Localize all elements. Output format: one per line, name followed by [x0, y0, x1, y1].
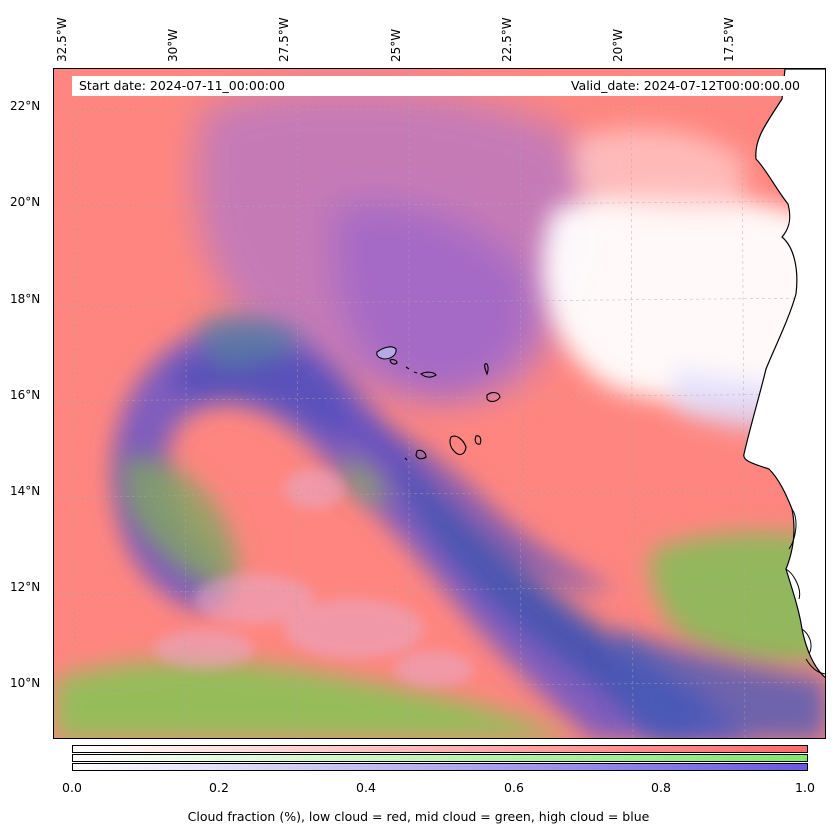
lon-label-25w: 25°W: [389, 28, 403, 62]
cape-verde-islands: [376, 346, 501, 461]
colorbar-tick-0-4: 0.4: [356, 780, 376, 795]
graticule: [54, 69, 825, 738]
lon-label-17-5w: 17.5°W: [722, 17, 736, 62]
lon-label-27-5w: 27.5°W: [277, 17, 291, 62]
cloud-fraction-map: [53, 68, 826, 739]
clear-sky-region: [542, 128, 825, 411]
colorbar-high-blue: [72, 763, 808, 771]
start-date-label: Start date: 2024-07-11_00:00:00: [79, 78, 285, 93]
colorbar: [72, 745, 808, 772]
lat-label-22n: 22°N: [10, 99, 41, 113]
mid-cloud-patches: [54, 315, 825, 738]
lat-label-18n: 18°N: [10, 292, 41, 306]
africa-land: [743, 69, 825, 679]
lon-label-20w: 20°W: [611, 28, 625, 62]
lon-label-22-5w: 22.5°W: [500, 17, 514, 62]
guinea-coast-detail: [785, 508, 825, 675]
date-info-bar: [72, 76, 808, 96]
colorbar-tick-0-6: 0.6: [504, 780, 524, 795]
colorbar-tick-0-8: 0.8: [651, 780, 671, 795]
lat-label-10n: 10°N: [10, 676, 41, 690]
colorbar-label: Cloud fraction (%), low cloud = red, mid…: [187, 809, 650, 824]
lat-label-20n: 20°N: [10, 195, 41, 209]
lon-label-30w: 30°W: [166, 28, 180, 62]
lat-label-12n: 12°N: [10, 580, 41, 594]
lat-label-16n: 16°N: [10, 388, 41, 402]
lon-label-32-5w: 32.5°W: [55, 17, 69, 62]
colorbar-tick-0-2: 0.2: [209, 780, 229, 795]
colorbar-tick-0: 0.0: [62, 780, 82, 795]
lat-label-14n: 14°N: [10, 484, 41, 498]
colorbar-mid-green: [72, 754, 808, 762]
valid-date-label: Valid_date: 2024-07-12T00:00:00.00: [570, 78, 800, 93]
colorbar-low-red: [72, 745, 808, 753]
map-canvas: [54, 69, 825, 738]
colorbar-tick-1-0: 1.0: [795, 780, 815, 795]
low-cloud-speckles: [154, 469, 474, 687]
